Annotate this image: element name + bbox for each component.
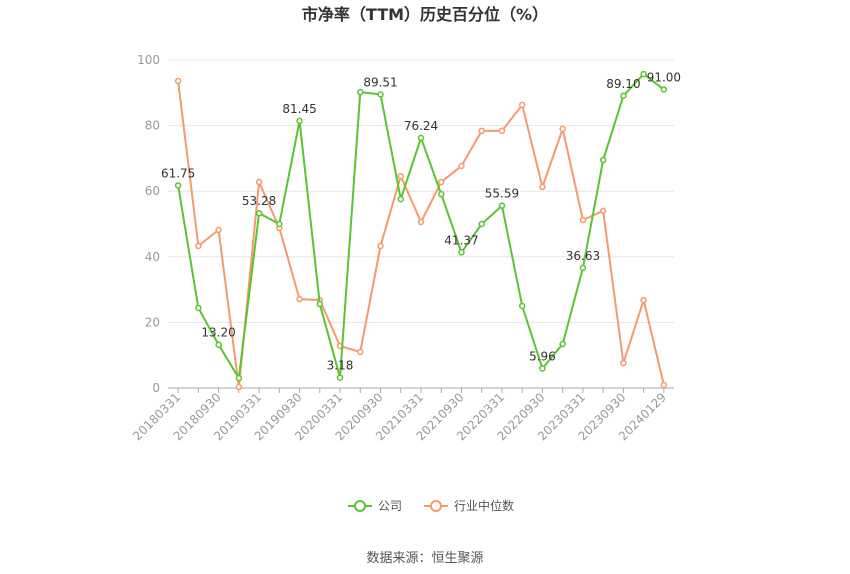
point [518, 101, 526, 109]
point [174, 77, 182, 85]
point [255, 209, 263, 217]
point [559, 340, 566, 348]
data-label: 81.45 [282, 102, 316, 116]
data-label: 5.96 [529, 349, 556, 363]
point [660, 86, 668, 93]
legend-label: 公司 [378, 499, 402, 513]
y-tick-label: 60 [145, 184, 160, 198]
point [276, 220, 283, 228]
point [599, 207, 607, 215]
data-label: 91.00 [647, 71, 681, 85]
point [498, 127, 506, 135]
point [296, 295, 303, 303]
point [579, 264, 587, 272]
y-tick-label: 100 [137, 53, 160, 67]
point [539, 183, 546, 191]
point [397, 195, 405, 203]
data-label: 89.51 [363, 75, 397, 89]
point [640, 70, 647, 78]
chart-title: 市净率（TTM）历史百分位（%） [302, 5, 548, 24]
point [437, 178, 445, 186]
point [417, 134, 425, 142]
data-label: 55.59 [485, 187, 519, 201]
data-label: 53.28 [242, 194, 276, 208]
y-tick-label: 80 [145, 119, 160, 133]
data-label: 36.63 [566, 249, 600, 263]
point [377, 91, 384, 98]
point [377, 242, 384, 250]
data-label: 3.18 [327, 359, 354, 373]
point [478, 220, 485, 228]
point [559, 125, 566, 133]
point [498, 202, 506, 209]
point [478, 127, 485, 135]
data-label: 13.20 [201, 326, 235, 340]
point [458, 162, 465, 170]
legend-label: 行业中位数 [454, 498, 514, 513]
point [174, 182, 182, 189]
point [397, 172, 405, 180]
point [660, 381, 668, 389]
source: 数据来源：恒生聚源 [366, 551, 483, 566]
point [235, 383, 243, 391]
legend-marker [430, 500, 443, 512]
data-label: 76.24 [404, 119, 438, 133]
y-tick-label: 20 [145, 315, 160, 329]
point [255, 178, 263, 186]
point [599, 156, 607, 164]
data-label: 89.10 [606, 77, 640, 91]
point [539, 365, 546, 372]
data-label: 41.37 [444, 233, 478, 247]
point [296, 117, 303, 125]
point [518, 302, 526, 310]
point [620, 92, 627, 100]
point [640, 296, 647, 304]
point [579, 216, 587, 224]
point [316, 300, 324, 308]
point [336, 374, 344, 381]
legend-marker [354, 500, 366, 512]
point [195, 304, 202, 312]
point [417, 218, 425, 226]
point [357, 88, 364, 96]
point [458, 249, 465, 256]
point [195, 242, 202, 250]
point [215, 341, 222, 348]
data-label: 61.75 [161, 166, 195, 180]
point [620, 359, 627, 367]
point [357, 348, 364, 356]
y-tick-label: 40 [145, 250, 160, 264]
point [437, 190, 445, 198]
y-tick-label: 0 [152, 381, 160, 395]
point [235, 374, 243, 382]
point [215, 226, 222, 234]
